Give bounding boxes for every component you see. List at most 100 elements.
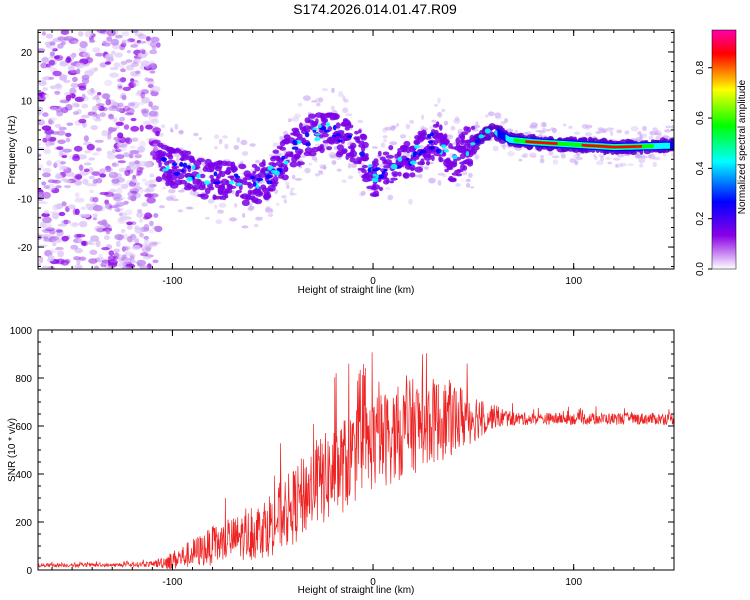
- noise-blob: [120, 228, 126, 234]
- noise-blob: [74, 263, 83, 269]
- noise-blob: [41, 125, 52, 131]
- ridge-core-blob: [443, 149, 449, 153]
- noise-blob: [134, 160, 140, 165]
- halo-blob: [597, 127, 604, 131]
- noise-blob: [144, 238, 149, 243]
- noise-blob: [150, 41, 157, 48]
- noise-blob: [101, 93, 110, 99]
- noise-blob: [118, 102, 124, 108]
- noise-blob: [152, 225, 160, 230]
- halo-blob: [414, 174, 420, 178]
- halo-blob: [302, 95, 311, 101]
- halo-blob: [248, 205, 255, 211]
- snr-line: [38, 352, 674, 570]
- noise-blob: [145, 124, 153, 130]
- halo-blob: [638, 157, 646, 163]
- ridge-blob: [308, 113, 316, 119]
- noise-blob: [150, 105, 159, 111]
- ridge-blob: [462, 165, 468, 171]
- ridge-blob: [290, 132, 299, 136]
- noise-blob: [127, 38, 135, 43]
- noise-blob: [148, 183, 157, 188]
- ridge-core-blob: [183, 162, 187, 168]
- ridge-blob: [302, 126, 307, 131]
- halo-blob: [286, 184, 290, 189]
- noise-blob: [106, 36, 113, 42]
- ridge-blob: [155, 176, 163, 183]
- halo-blob: [642, 125, 647, 132]
- noise-blob: [118, 212, 123, 216]
- y-tick-label: 20: [21, 48, 33, 59]
- noise-blob: [67, 204, 76, 209]
- noise-blob: [70, 82, 80, 88]
- noise-blob: [105, 165, 112, 173]
- noise-blob: [49, 106, 60, 111]
- noise-blob: [91, 171, 101, 176]
- noise-blob: [124, 251, 132, 257]
- noise-blob: [82, 213, 91, 218]
- halo-blob: [605, 156, 611, 161]
- halo-blob: [217, 209, 225, 214]
- halo-blob: [331, 160, 337, 165]
- halo-blob: [540, 154, 544, 159]
- ridge-blob: [241, 199, 250, 206]
- halo-blob: [380, 142, 385, 148]
- noise-blob: [115, 125, 120, 130]
- ridge-blob: [438, 155, 442, 163]
- noise-blob: [62, 148, 72, 153]
- halo-blob: [169, 127, 174, 133]
- noise-blob: [90, 125, 98, 131]
- noise-blob: [107, 259, 118, 266]
- ridge-blob: [161, 174, 166, 180]
- halo-blob: [214, 146, 218, 150]
- ridge-blob: [193, 160, 202, 167]
- ridge-core-blob: [475, 139, 481, 144]
- ridge-core-blob: [367, 167, 372, 173]
- noise-blob: [65, 132, 72, 137]
- ridge-blob: [272, 176, 279, 183]
- noise-blob: [81, 103, 89, 109]
- noise-blob: [119, 116, 126, 122]
- noise-blob: [126, 221, 133, 226]
- ridge-blob: [204, 187, 211, 195]
- ridge-blob: [643, 149, 651, 155]
- noise-blob: [53, 55, 60, 60]
- noise-blob: [80, 206, 86, 211]
- noise-blob: [81, 93, 86, 100]
- noise-blob: [132, 245, 141, 250]
- ridge-core-blob: [405, 157, 410, 161]
- y-tick-label: 800: [15, 374, 32, 385]
- halo-blob: [653, 131, 659, 136]
- noise-blob: [137, 34, 147, 40]
- ridge-blob: [218, 190, 224, 196]
- halo-blob: [311, 156, 318, 161]
- halo-blob: [351, 164, 357, 168]
- noise-blob: [43, 148, 51, 155]
- noise-blob: [133, 182, 141, 186]
- noise-blob: [82, 52, 90, 58]
- ridge-blob: [223, 170, 232, 175]
- ridge-core-blob: [265, 174, 272, 179]
- noise-blob: [116, 107, 123, 112]
- noise-blob: [57, 36, 66, 41]
- ridge-core-blob: [314, 137, 319, 142]
- noise-blob: [92, 213, 98, 218]
- halo-blob: [297, 102, 303, 107]
- noise-blob: [41, 265, 49, 269]
- halo-blob: [437, 112, 443, 118]
- halo-blob: [177, 189, 185, 193]
- noise-blob: [42, 137, 48, 143]
- halo-blob: [185, 206, 193, 210]
- halo-blob: [382, 135, 388, 139]
- noise-blob: [148, 229, 155, 234]
- noise-blob: [130, 79, 138, 83]
- noise-blob: [58, 211, 66, 217]
- noise-blob: [124, 112, 134, 116]
- noise-blob: [64, 185, 71, 189]
- noise-blob: [151, 86, 161, 93]
- noise-blob: [114, 208, 121, 213]
- noise-blob: [109, 188, 117, 193]
- ridge-blob: [363, 172, 372, 179]
- noise-blob: [123, 200, 129, 205]
- ridge-blob: [266, 191, 271, 198]
